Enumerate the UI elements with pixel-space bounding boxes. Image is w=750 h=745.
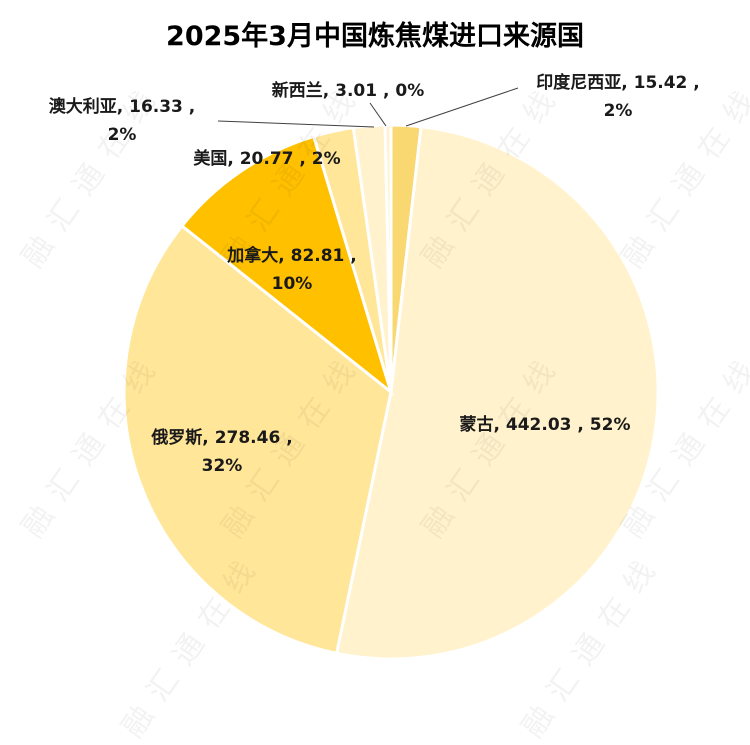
data-label-line: 美国, 20.77 , 2% — [193, 148, 340, 169]
data-label-line: 2% — [108, 125, 137, 145]
data-label-0: 印度尼西亚, 15.42 , 2% — [536, 72, 700, 121]
data-label-line: 俄罗斯, 278.46 , — [150, 427, 292, 448]
pie-chart: 印度尼西亚, 15.42 , 2% 蒙古, 442.03 , 52% 俄罗斯, 278… — [49, 72, 700, 661]
data-label-6: 新西兰, 3.01 , 0% — [272, 80, 424, 101]
data-label-line: 澳大利亚, 16.33 , — [49, 96, 196, 117]
data-label-3: 加拿大, 82.81 , 10% — [226, 245, 357, 294]
data-label-line: 印度尼西亚, 15.42 , — [536, 72, 700, 93]
data-label-line: 加拿大, 82.81 , — [226, 245, 357, 266]
pie-slices — [122, 123, 660, 661]
data-label-line: 蒙古, 442.03 , 52% — [460, 414, 631, 435]
data-label-line: 10% — [272, 274, 313, 294]
data-label-2: 俄罗斯, 278.46 , 32% — [150, 427, 292, 476]
data-label-line: 2% — [604, 101, 633, 121]
chart-title: 2025年3月中国炼焦煤进口来源国 — [166, 21, 584, 52]
data-label-5: 澳大利亚, 16.33 , 2% — [49, 96, 196, 145]
data-label-line: 新西兰, 3.01 , 0% — [272, 80, 424, 101]
pie-slice-1 — [334, 125, 660, 661]
leader-lines — [217, 87, 519, 128]
data-label-1: 蒙古, 442.03 , 52% — [460, 414, 631, 435]
data-label-4: 美国, 20.77 , 2% — [193, 148, 340, 169]
data-labels: 印度尼西亚, 15.42 , 2% 蒙古, 442.03 , 52% 俄罗斯, 278… — [49, 72, 700, 476]
leader-line-6 — [369, 102, 387, 127]
pie-slice-3 — [179, 134, 394, 397]
leader-line-5 — [217, 120, 375, 128]
data-label-line: 32% — [202, 456, 243, 476]
pie-slice-2 — [122, 223, 393, 656]
leader-line-0 — [405, 87, 519, 127]
